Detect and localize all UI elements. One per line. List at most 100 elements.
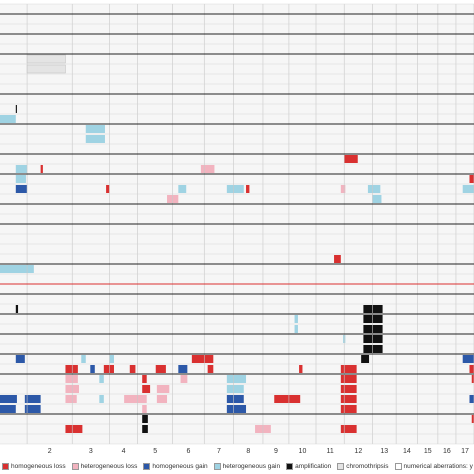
cnv-segment-chromo <box>26 64 66 74</box>
sample-row <box>0 74 474 84</box>
cnv-segment-homloss <box>65 425 83 433</box>
cnv-segment-chromo <box>26 54 66 64</box>
legend-swatch-amp <box>286 462 294 470</box>
cnv-segment-amp <box>15 305 19 313</box>
x-tick-label: 17 <box>461 448 469 455</box>
x-tick-label: 16 <box>443 448 451 455</box>
legend-label-homgain: homogeneous gain <box>152 462 208 470</box>
cnv-segment-homgain <box>15 185 28 193</box>
legend-swatch-hetloss <box>71 462 79 470</box>
sample-separators <box>0 3 474 445</box>
cnv-segment-homloss <box>340 375 357 383</box>
x-tick-label: 8 <box>246 448 250 455</box>
cnv-segment-hetloss <box>200 165 215 173</box>
cnv-segment-homgain <box>462 355 474 363</box>
sample-row <box>0 334 474 344</box>
legend-label-amp: amplification <box>295 462 332 470</box>
cnv-segment-homloss <box>340 405 357 413</box>
cnv-segment-hetgain <box>178 185 187 193</box>
sample-row <box>0 34 474 44</box>
x-tick-label: 4 <box>122 448 126 455</box>
legend-swatch-chromo <box>337 462 345 470</box>
cnv-segment-amp <box>363 345 383 353</box>
cnv-segment-homgain <box>24 405 41 413</box>
cnv-segment-homloss <box>142 375 147 383</box>
x-tick-labels: 2 3 4 5 6 7 8 9 10 11 12 13 14 15 16 17 <box>48 448 469 455</box>
sample-row <box>0 214 474 224</box>
sample-row <box>0 154 474 164</box>
sample-row <box>0 344 474 354</box>
cnv-segment-hetloss <box>124 395 147 403</box>
sample-row <box>0 144 474 154</box>
sample-row <box>0 414 474 424</box>
sample-row <box>0 434 474 444</box>
cnv-segment-hetgain <box>226 185 244 193</box>
legend-item-homloss: homogeneous loss <box>2 462 66 470</box>
cnv-segment-hetloss <box>180 375 188 383</box>
legend-label-homloss: homogeneous loss <box>11 462 66 470</box>
cnv-segment-hetgain <box>462 185 474 193</box>
sample-row <box>0 284 474 294</box>
legend-swatch-homloss <box>2 462 9 470</box>
sample-row <box>0 124 474 134</box>
x-tick-label: 10 <box>299 448 307 455</box>
legend-swatch-hetgain <box>213 462 221 470</box>
cnv-segment-hetgain <box>15 165 28 173</box>
cnv-segment-amp <box>363 325 383 333</box>
cnv-segment-homloss <box>129 365 136 373</box>
sample-row <box>0 234 474 244</box>
cnv-segment-amp <box>15 105 17 113</box>
sample-row <box>0 104 474 114</box>
sample-row <box>0 24 474 34</box>
sample-row <box>0 314 474 324</box>
sample-row <box>0 424 474 434</box>
sample-row <box>0 54 474 64</box>
cnv-segment-hetgain <box>99 395 104 403</box>
legend-item-hetloss: heterogeneous loss <box>71 462 137 470</box>
cnv-segment-homgain <box>226 395 244 403</box>
cnv-segment-homloss <box>103 365 114 373</box>
cnv-segment-homloss <box>340 395 357 403</box>
cnv-segment-hetloss <box>65 375 78 383</box>
cnv-segment-hetgain <box>226 385 244 393</box>
cnv-segment-homloss <box>469 175 474 183</box>
sample-row <box>0 264 474 274</box>
cnv-segment-amp <box>363 315 383 323</box>
x-tick-label: 14 <box>403 448 411 455</box>
cnv-segment-hetgain <box>81 355 86 363</box>
cnv-segment-amp <box>363 335 383 343</box>
legend: homogeneous loss heterogeneous loss homo… <box>0 458 474 474</box>
cnv-segment-homloss <box>142 385 151 393</box>
cnv-segment-hetgain <box>226 375 247 383</box>
legend-label-chromo: chromothripsis <box>346 462 389 470</box>
sample-row <box>0 4 474 14</box>
legend-item-amp: amplification <box>286 462 332 470</box>
cnv-segment-homloss <box>340 385 357 393</box>
sample-row <box>0 274 474 284</box>
cnv-segments <box>0 54 474 433</box>
sample-row <box>0 204 474 214</box>
x-tick-label: 15 <box>424 448 432 455</box>
sample-row <box>0 64 474 74</box>
cnv-segment-hetgain <box>294 315 298 323</box>
sample-row <box>0 244 474 254</box>
cnv-segment-hetloss <box>156 385 170 393</box>
cnv-segment-homgain <box>226 405 247 413</box>
legend-item-numab: numerical aberrations: y <box>394 462 473 470</box>
cnv-segment-homgain <box>90 365 95 373</box>
cnv-segment-homgain <box>469 395 474 403</box>
cnv-segment-hetloss <box>340 185 346 193</box>
legend-item-chromo: chromothripsis <box>337 462 389 470</box>
cnv-segment-hetgain <box>367 185 381 193</box>
sample-row <box>0 44 474 54</box>
sample-row <box>0 364 474 374</box>
x-tick-label: 3 <box>89 448 93 455</box>
legend-item-hetgain: heterogeneous gain <box>213 462 280 470</box>
x-tick-label: 12 <box>354 448 362 455</box>
cnv-segment-hetgain <box>0 265 34 273</box>
sample-row <box>0 134 474 144</box>
x-tick-label: 9 <box>274 448 278 455</box>
x-tick-label: 2 <box>48 448 52 455</box>
cnv-segment-homloss <box>471 375 474 383</box>
x-tick-label: 13 <box>380 448 388 455</box>
